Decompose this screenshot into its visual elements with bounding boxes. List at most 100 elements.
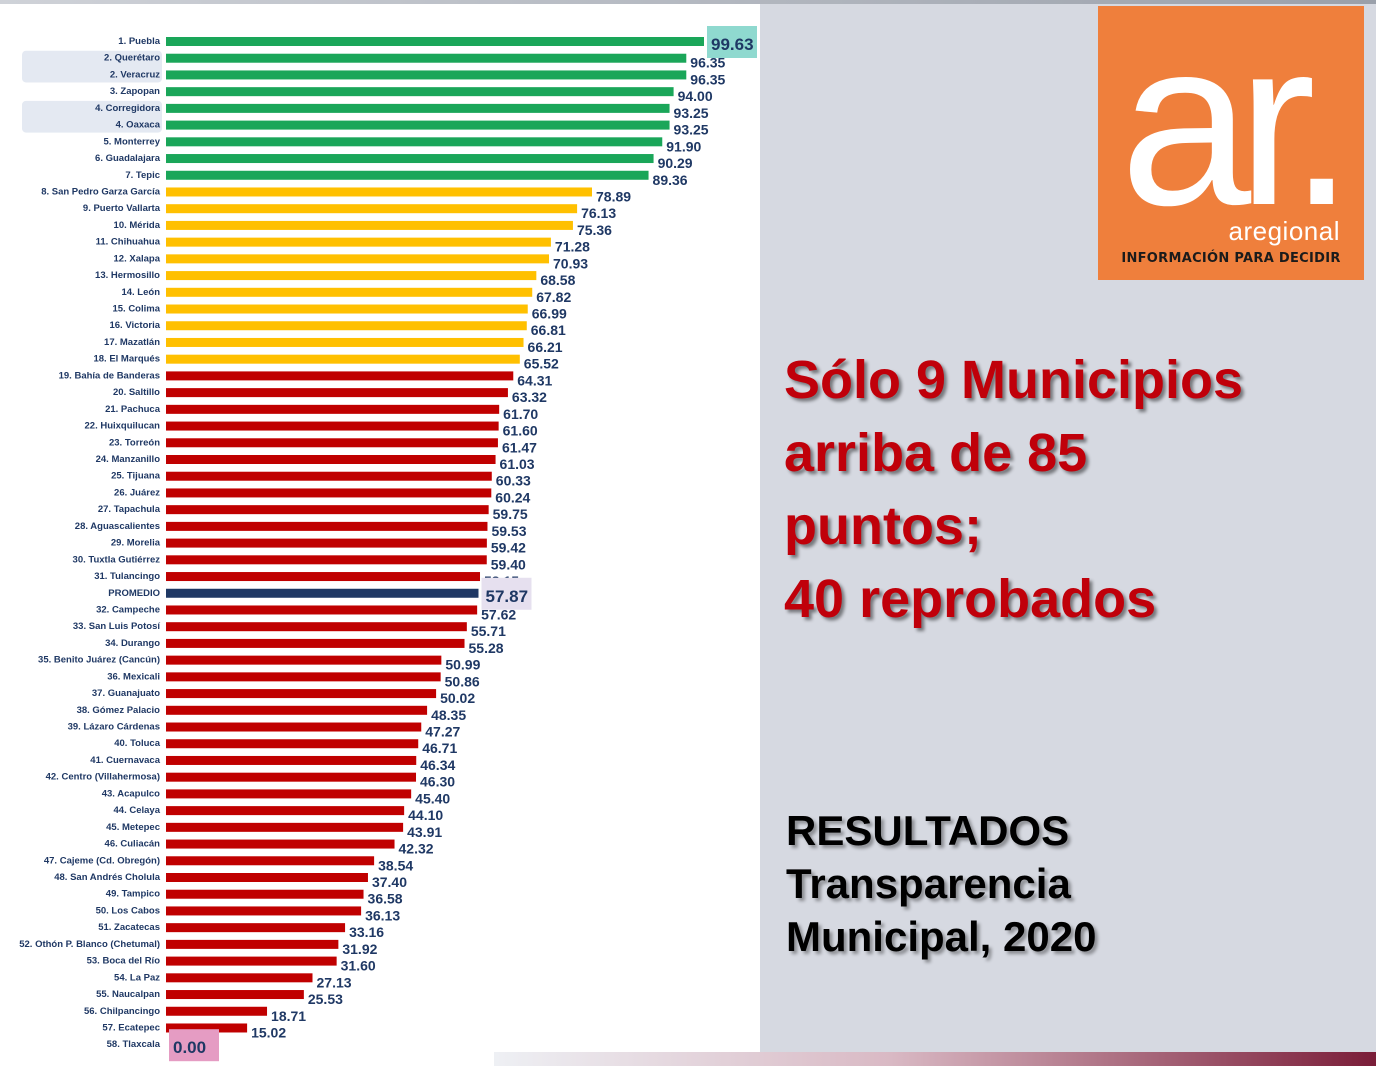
bar [166, 304, 528, 314]
value-label: 63.32 [512, 389, 547, 405]
bar [166, 1023, 248, 1033]
value-label: 90.29 [658, 155, 693, 171]
bar [166, 672, 441, 682]
value-label: 96.35 [690, 55, 725, 71]
bar [166, 739, 419, 749]
bar [166, 120, 670, 130]
results-title: RESULTADOS Transparencia Municipal, 2020 [786, 804, 1346, 963]
value-label: 64.31 [517, 372, 552, 388]
value-label: 76.13 [581, 205, 616, 221]
value-label: 59.53 [491, 523, 526, 539]
value-label: 59.42 [491, 540, 526, 556]
category-label: 3. Zapopan [110, 86, 160, 97]
category-label: 34. Durango [105, 638, 160, 649]
category-label: 38. Gómez Palacio [77, 705, 161, 716]
bar [166, 70, 687, 80]
category-label: 10. Mérida [114, 220, 161, 231]
category-label: 27. Tapachula [98, 504, 161, 515]
bar [166, 137, 663, 147]
category-label: 51. Zacatecas [98, 922, 160, 933]
bar [166, 572, 481, 582]
value-label: 70.93 [553, 255, 588, 271]
bar [166, 789, 412, 799]
bar [166, 939, 339, 949]
value-label: 50.99 [445, 657, 480, 673]
bar [166, 37, 705, 46]
bar [166, 170, 649, 180]
category-label: PROMEDIO [108, 588, 160, 599]
top-border-line [0, 0, 1376, 4]
category-label: 46. Culiacán [105, 839, 161, 850]
category-label: 33. San Luis Potosí [73, 621, 160, 632]
bar [166, 873, 368, 882]
value-label: 93.25 [674, 122, 709, 138]
value-label: 50.86 [445, 673, 480, 689]
category-label: 41. Cuernavaca [90, 755, 160, 766]
results-title-line-3: Municipal, 2020 [786, 913, 1097, 960]
value-label: 71.28 [555, 239, 590, 255]
value-label: 89.36 [653, 172, 688, 188]
category-label: 11. Chihuahua [96, 237, 161, 248]
value-label: 33.16 [349, 924, 384, 940]
category-label: 16. Victoria [109, 320, 160, 331]
bar [166, 722, 422, 732]
bar [166, 53, 687, 63]
bar [166, 521, 488, 531]
bar [166, 371, 514, 381]
category-label: 2. Querétaro [104, 53, 160, 64]
bar [166, 354, 520, 364]
category-label: 1. Puebla [118, 36, 160, 47]
bar [166, 271, 537, 281]
value-label: 25.53 [308, 991, 343, 1007]
bar [166, 822, 404, 832]
value-label: 45.40 [415, 790, 450, 806]
bar [166, 705, 428, 715]
value-label: 37.40 [372, 874, 407, 890]
results-title-line-1: RESULTADOS [786, 807, 1070, 854]
category-label: 12. Xalapa [114, 253, 161, 264]
bar [166, 772, 417, 782]
bar [166, 839, 395, 849]
bar [166, 755, 417, 765]
value-label: 48.35 [431, 707, 466, 723]
value-label: 60.33 [496, 473, 531, 489]
bar [166, 923, 346, 933]
category-label: 2. Veracruz [110, 69, 160, 80]
bar [166, 220, 573, 230]
value-label: 61.03 [500, 456, 535, 472]
logo-mark-text: ar. [1120, 6, 1340, 222]
category-label: 44. Celaya [114, 805, 161, 816]
value-label: 61.47 [502, 439, 537, 455]
category-label: 45. Metepec [106, 822, 160, 833]
bar [166, 471, 492, 481]
value-label: 66.21 [528, 339, 563, 355]
bar [166, 689, 437, 699]
value-label: 68.58 [540, 272, 575, 288]
logo-name: aregional [1228, 216, 1340, 246]
bar [166, 488, 492, 498]
category-label: 25. Tijuana [111, 471, 161, 482]
bar [166, 655, 442, 665]
value-label: 43.91 [407, 824, 442, 840]
category-label: 30. Tuxtla Gutiérrez [73, 554, 161, 565]
bar [166, 605, 478, 615]
aregional-logo: ar. aregional INFORMACIÓN PARA DECIDIR [1098, 6, 1364, 280]
category-label: 14. León [121, 287, 160, 298]
bar [166, 990, 304, 1000]
value-label: 47.27 [425, 724, 460, 740]
value-label: 99.63 [711, 35, 754, 54]
bar [166, 856, 375, 866]
value-label: 67.82 [536, 289, 571, 305]
value-label: 66.99 [532, 306, 567, 322]
value-label: 66.81 [531, 322, 566, 338]
category-label: 57. Ecatepec [102, 1022, 160, 1033]
bar [166, 588, 479, 598]
value-label: 59.40 [491, 556, 526, 572]
category-label: 19. Bahía de Banderas [59, 370, 160, 381]
value-label: 78.89 [596, 188, 631, 204]
category-label: 40. Toluca [114, 738, 160, 749]
bar [166, 154, 654, 164]
category-label: 13. Hermosillo [95, 270, 160, 281]
bar [166, 906, 362, 916]
value-highlight-box [481, 577, 532, 610]
